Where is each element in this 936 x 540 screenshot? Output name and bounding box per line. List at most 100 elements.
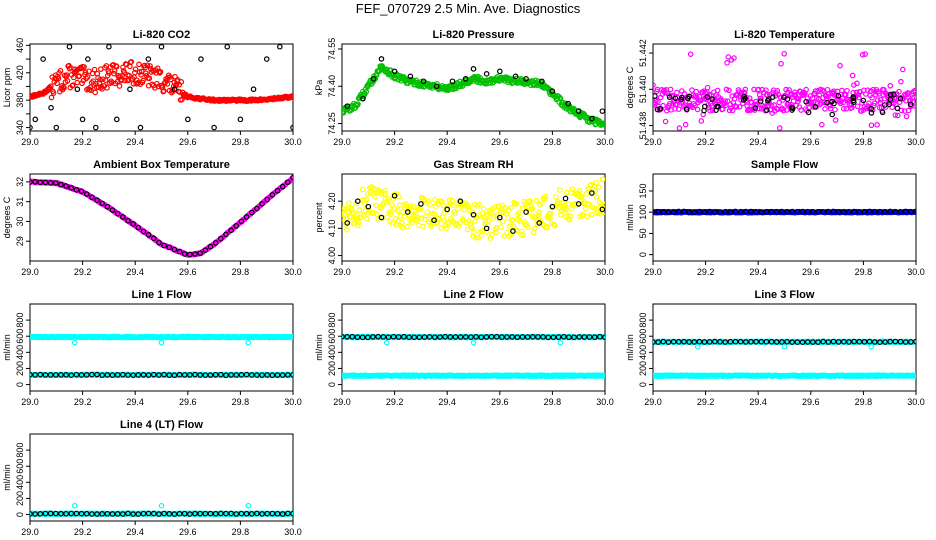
- data-point: [481, 213, 488, 220]
- y-tick-label: 200: [327, 361, 337, 376]
- reference-point: [550, 334, 557, 341]
- y-tick-label: 800: [638, 313, 648, 328]
- reference-point: [856, 209, 863, 215]
- data-point: [83, 75, 90, 82]
- reference-point: [737, 208, 744, 215]
- y-tick-label: 74.40: [327, 75, 337, 98]
- data-point: [132, 66, 139, 72]
- data-point: [516, 213, 523, 219]
- reference-point: [166, 372, 173, 378]
- y-tick-label: 31: [15, 197, 25, 207]
- reference-point: [717, 209, 723, 215]
- data-point: [466, 207, 473, 214]
- data-point: [355, 222, 361, 229]
- data-point: [724, 60, 730, 66]
- y-tick-label: 50: [638, 228, 648, 238]
- x-tick-label: 30.0: [907, 397, 925, 407]
- reference-point: [30, 124, 33, 131]
- y-axis-label: ml/min: [625, 334, 635, 361]
- data-point: [593, 194, 600, 200]
- data-point: [425, 197, 431, 204]
- reference-point: [599, 108, 605, 114]
- data-point: [795, 98, 801, 105]
- reference-point: [233, 372, 240, 378]
- reference-point: [509, 334, 515, 340]
- reference-point: [586, 334, 593, 340]
- reference-point: [672, 95, 679, 101]
- data-point: [55, 75, 62, 82]
- data-point: [516, 210, 522, 216]
- reference-point: [269, 372, 276, 379]
- data-point: [500, 218, 506, 225]
- reference-point: [140, 372, 147, 378]
- reference-point: [483, 334, 490, 340]
- reference-point: [158, 44, 165, 50]
- data-point: [290, 334, 293, 340]
- reference-point: [794, 208, 801, 215]
- data-point: [535, 212, 542, 219]
- y-tick-label: 51.440: [638, 76, 648, 104]
- y-tick-label: 51.438: [638, 112, 648, 140]
- data-point: [394, 207, 401, 214]
- data-point: [48, 94, 55, 101]
- data-point: [468, 225, 475, 231]
- x-tick-label: 29.4: [438, 267, 456, 277]
- reference-point: [360, 95, 366, 102]
- reference-point: [655, 208, 661, 215]
- reference-point: [68, 185, 75, 191]
- reference-point: [589, 115, 595, 122]
- data-point: [367, 190, 374, 196]
- reference-point: [892, 209, 899, 215]
- reference-point: [752, 105, 759, 111]
- x-tick-label: 29.4: [438, 137, 456, 147]
- reference-point: [686, 209, 692, 215]
- y-axis-label: Licor ppm: [2, 68, 12, 108]
- reference-point: [810, 208, 816, 215]
- reference-point: [42, 372, 49, 378]
- reference-point: [52, 372, 59, 378]
- data-point: [854, 80, 860, 87]
- reference-point: [803, 98, 809, 105]
- reference-point: [483, 225, 490, 232]
- data-point: [832, 106, 838, 113]
- reference-point: [197, 372, 203, 378]
- reference-point: [248, 209, 255, 216]
- data-point: [61, 85, 67, 91]
- data-point: [674, 89, 680, 96]
- reference-point: [243, 214, 250, 220]
- plot-frame: [652, 173, 917, 262]
- data-point: [409, 219, 415, 226]
- points-layer: [653, 338, 916, 380]
- reference-point: [789, 208, 796, 215]
- data-point: [97, 76, 103, 83]
- reference-point: [290, 174, 293, 181]
- data-point: [525, 224, 531, 231]
- reference-point: [654, 106, 661, 113]
- x-tick-label: 29.8: [544, 397, 562, 407]
- reference-point: [894, 105, 901, 112]
- data-point: [30, 94, 33, 101]
- data-point: [552, 222, 558, 229]
- reference-point: [678, 94, 685, 101]
- reference-point: [861, 208, 868, 215]
- reference-point: [279, 183, 286, 190]
- x-tick-label: 29.0: [333, 397, 351, 407]
- reference-point: [120, 214, 126, 220]
- data-point: [566, 216, 573, 223]
- outlier-point: [470, 339, 477, 346]
- reference-point: [599, 206, 605, 213]
- data-point: [792, 89, 798, 95]
- data-point: [707, 107, 713, 114]
- reference-point: [185, 116, 191, 123]
- data-point: [742, 86, 749, 93]
- reference-point: [860, 97, 867, 104]
- reference-point: [211, 124, 217, 131]
- panel-title: Li-820 Pressure: [433, 29, 515, 41]
- x-tick-label: 30.0: [596, 397, 614, 407]
- x-tick-label: 29.0: [333, 267, 351, 277]
- data-point: [602, 201, 605, 208]
- data-point: [363, 196, 370, 203]
- reference-point: [704, 94, 711, 100]
- reference-point: [589, 190, 595, 196]
